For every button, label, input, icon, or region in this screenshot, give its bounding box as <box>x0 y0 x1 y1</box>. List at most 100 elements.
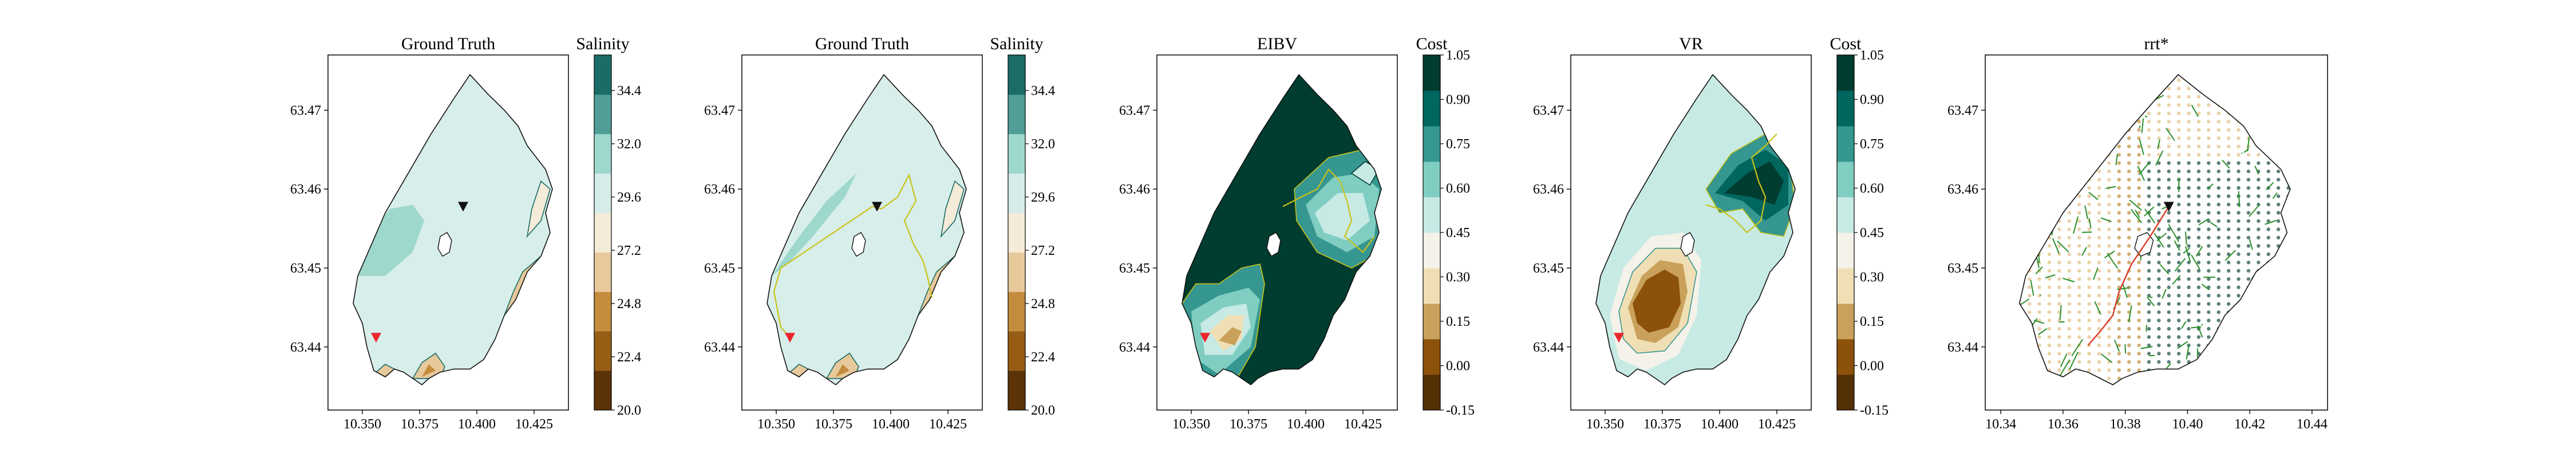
colorbar-swatch <box>594 213 611 253</box>
grid-dot <box>2107 377 2111 380</box>
grid-dot <box>2187 112 2190 115</box>
grid-dot <box>2187 294 2190 297</box>
grid-dot <box>2197 136 2200 140</box>
colorbar-swatch <box>594 291 611 331</box>
grid-dot <box>2107 236 2111 239</box>
grid-dot <box>2197 153 2200 156</box>
grid-dot <box>2087 269 2091 273</box>
grid-dot <box>2097 178 2101 181</box>
colorbar-swatch <box>594 252 611 291</box>
grid-dot <box>2227 294 2230 297</box>
x-tick-label: 10.400 <box>1287 417 1325 432</box>
grid-dot <box>2217 219 2221 223</box>
grid-dot <box>2157 244 2160 247</box>
grid-dot <box>2197 211 2200 214</box>
grid-dot <box>2247 211 2250 214</box>
grid-dot <box>2187 170 2190 173</box>
grid-dot <box>2127 194 2131 198</box>
grid-dot <box>2177 261 2180 264</box>
grid-dot <box>2207 244 2210 247</box>
grid-dot <box>2247 269 2250 273</box>
grid-dot <box>2127 368 2131 372</box>
grid-dot <box>2107 277 2111 281</box>
colorbar-swatch <box>594 331 611 371</box>
grid-dot <box>2177 318 2180 322</box>
colorbar-tick-label: 0.75 <box>1446 137 1470 152</box>
colorbar-swatch <box>594 174 611 213</box>
grid-dot <box>2177 211 2180 214</box>
grid-dot <box>2117 261 2121 264</box>
grid-dot <box>2177 269 2180 273</box>
grid-dot <box>2097 360 2101 364</box>
grid-dot <box>2107 203 2111 206</box>
grid-dot <box>2107 294 2111 297</box>
panel-title: EIBV <box>1257 34 1297 53</box>
colorbar-tick-label: 22.4 <box>617 350 641 365</box>
grid-dot <box>2127 277 2131 281</box>
colorbar-tick-label: 0.90 <box>1446 93 1470 108</box>
grid-dot <box>2057 344 2061 347</box>
grid-dot <box>2167 112 2171 115</box>
grid-dot <box>2167 286 2171 289</box>
y-tick-label: 63.46 <box>1533 182 1564 197</box>
grid-dot <box>2217 269 2221 273</box>
grid-dot <box>2137 344 2140 347</box>
grid-dot <box>2157 335 2160 338</box>
grid-dot <box>2087 327 2091 330</box>
grid-dot <box>2097 368 2101 372</box>
grid-dot <box>2147 178 2151 181</box>
grid-dot <box>2217 261 2221 264</box>
grid-dot <box>2197 302 2200 305</box>
grid-dot <box>2197 219 2200 223</box>
grid-dot <box>2107 194 2111 198</box>
grid-dot <box>2127 136 2131 140</box>
grid-dot <box>2127 327 2131 330</box>
x-tick-label: 10.425 <box>1344 417 1382 432</box>
grid-dot <box>2127 253 2131 256</box>
grid-dot <box>2177 78 2180 82</box>
colorbar-swatch <box>1423 126 1440 162</box>
grid-dot <box>2217 153 2221 156</box>
grid-dot <box>2227 161 2230 165</box>
grid-dot <box>2277 186 2280 190</box>
grid-dot <box>2197 335 2200 338</box>
grid-dot <box>2237 170 2240 173</box>
grid-dot <box>2257 186 2260 190</box>
grid-dot <box>2217 294 2221 297</box>
grid-dot <box>2207 310 2210 314</box>
grid-dot <box>2237 186 2240 190</box>
grid-dot <box>2117 145 2121 148</box>
grid-dot <box>2097 253 2101 256</box>
grid-dot <box>2167 194 2171 198</box>
grid-dot <box>2037 335 2041 338</box>
x-tick-label: 10.44 <box>2297 417 2328 432</box>
grid-dot <box>2087 244 2091 247</box>
y-tick-label: 63.44 <box>1947 340 1978 355</box>
grid-dot <box>2197 161 2200 165</box>
grid-dot <box>2077 310 2081 314</box>
grid-dot <box>2107 368 2111 372</box>
x-tick-label: 10.34 <box>1985 417 2016 432</box>
grid-dot <box>2147 145 2151 148</box>
grid-dot <box>2187 310 2190 314</box>
grid-dot <box>2277 227 2280 231</box>
grid-dot <box>2207 153 2210 156</box>
grid-dot <box>2277 170 2280 173</box>
grid-dot <box>2217 277 2221 281</box>
colorbar-swatch <box>1837 55 1854 91</box>
grid-dot <box>2048 302 2051 305</box>
grid-dot <box>2197 277 2200 281</box>
grid-dot <box>2097 286 2101 289</box>
grid-dot <box>2087 352 2091 355</box>
colorbar-tick-label: 0.15 <box>1860 314 1884 329</box>
grid-dot <box>2197 244 2200 247</box>
grid-dot <box>2097 244 2101 247</box>
grid-dot <box>2277 194 2280 198</box>
y-tick-label: 63.46 <box>704 182 735 197</box>
grid-dot <box>2217 186 2221 190</box>
grid-dot <box>2117 253 2121 256</box>
grid-dot <box>2267 253 2270 256</box>
grid-dot <box>2177 327 2180 330</box>
grid-dot <box>2187 194 2190 198</box>
